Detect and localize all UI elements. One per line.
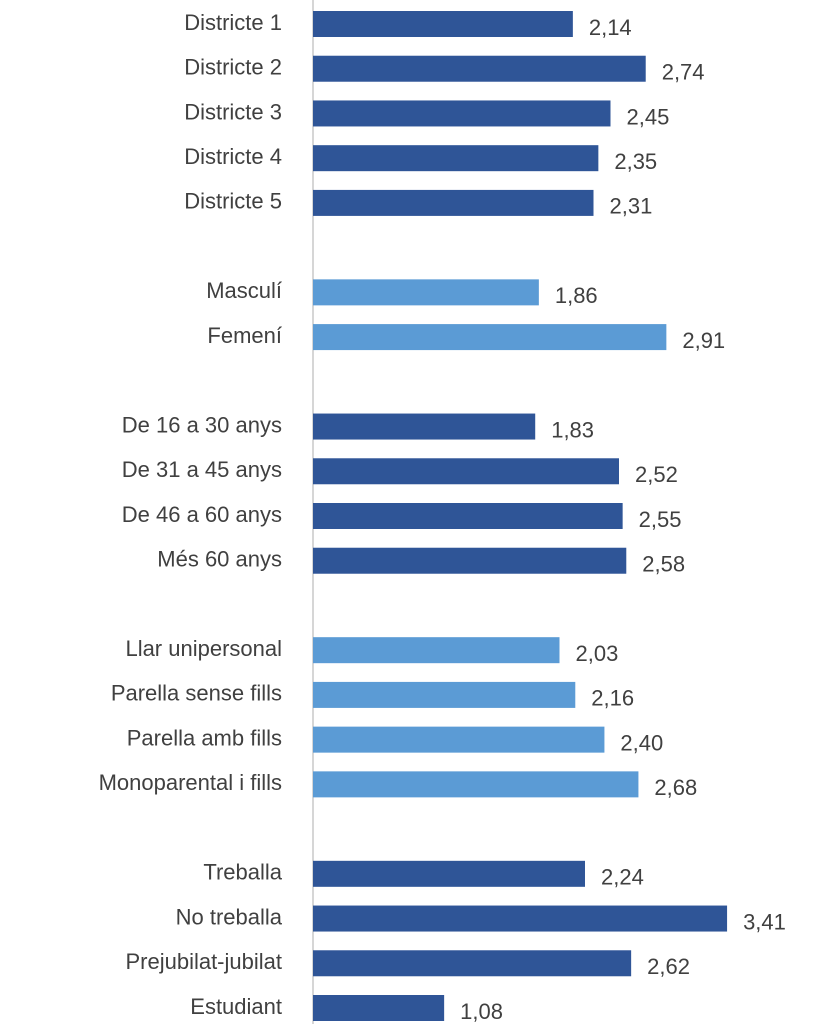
bar (313, 413, 536, 440)
bar (313, 279, 539, 306)
bar (313, 145, 599, 172)
data-label: 2,52 (635, 462, 678, 487)
y-tick-label: Estudiant (190, 994, 282, 1019)
y-tick-label: Més 60 anys (157, 547, 282, 572)
data-label: 2,74 (662, 60, 705, 85)
y-tick-label: Prejubilat-jubilat (125, 949, 282, 974)
bar (313, 324, 667, 351)
data-label: 2,14 (589, 15, 632, 40)
data-label: 2,31 (610, 194, 653, 219)
data-label: 3,41 (743, 909, 786, 934)
data-label: 2,68 (654, 775, 697, 800)
data-label: 1,86 (555, 283, 598, 308)
y-tick-label: Masculí (206, 278, 282, 303)
data-label: 2,91 (682, 328, 725, 353)
data-label: 2,58 (642, 552, 685, 577)
y-tick-label: Llar unipersonal (125, 636, 282, 661)
y-tick-label: Treballa (203, 860, 282, 885)
bar (313, 950, 632, 977)
data-label: 2,45 (627, 104, 670, 129)
y-tick-label: De 31 a 45 anys (122, 457, 282, 482)
bar (313, 11, 573, 37)
bar (313, 503, 623, 529)
bar (313, 771, 639, 798)
y-tick-label: Districte 2 (184, 55, 282, 80)
data-label: 2,03 (576, 641, 619, 666)
y-tick-label: Parella amb fills (127, 725, 282, 750)
data-label: 2,40 (620, 730, 663, 755)
bar (313, 860, 585, 887)
bar (313, 189, 594, 216)
bar (313, 905, 728, 932)
y-tick-label: Femení (207, 323, 282, 348)
bar (313, 637, 560, 664)
y-tick-label: Districte 4 (184, 144, 282, 169)
bar (313, 681, 576, 708)
y-tick-label: No treballa (176, 904, 283, 929)
data-label: 2,16 (591, 686, 634, 711)
y-tick-label: Districte 1 (184, 10, 282, 35)
y-tick-label: Districte 5 (184, 189, 282, 214)
data-label: 1,08 (460, 999, 503, 1024)
bar (313, 995, 445, 1021)
data-label: 2,24 (601, 865, 644, 890)
data-label: 2,35 (614, 149, 657, 174)
y-tick-label: De 46 a 60 anys (122, 502, 282, 527)
y-tick-label: Parella sense fills (111, 681, 282, 706)
data-label: 1,83 (551, 417, 594, 442)
bar (313, 458, 619, 485)
bar (313, 100, 611, 127)
bar (313, 726, 605, 753)
data-label: 2,55 (639, 507, 682, 532)
y-tick-label: De 16 a 30 anys (122, 412, 282, 437)
bar (313, 55, 646, 82)
bar (313, 547, 627, 574)
y-tick-label: Monoparental i fills (99, 770, 282, 795)
data-label: 2,62 (647, 954, 690, 979)
y-tick-label: Districte 3 (184, 99, 282, 124)
